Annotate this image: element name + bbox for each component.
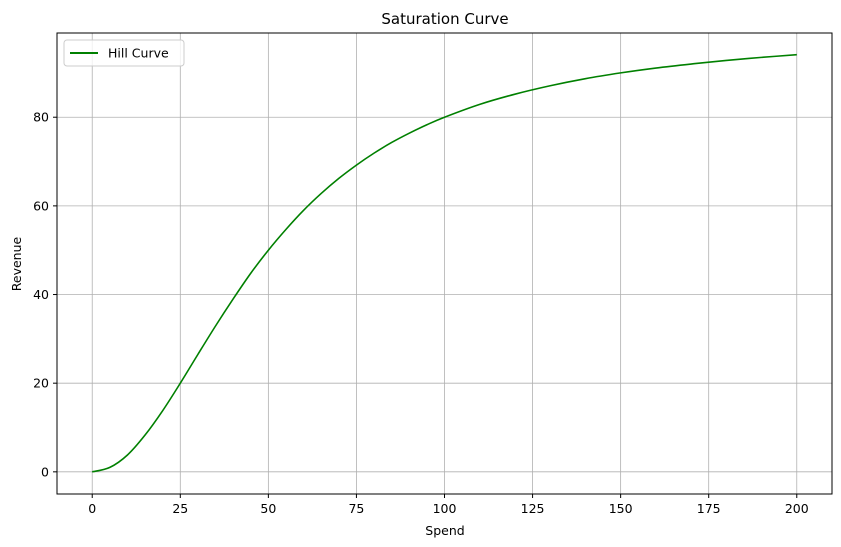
- y-tick-label: 20: [33, 376, 49, 391]
- series-line-0: [92, 53, 797, 473]
- x-tick-label: 200: [785, 501, 809, 516]
- y-tick-label: 40: [33, 287, 49, 302]
- x-axis-ticks: 0 25 50 75 100 125 150 175 200: [88, 494, 809, 516]
- y-tick-label: 80: [33, 110, 49, 125]
- x-tick-label: 125: [521, 501, 545, 516]
- plot-area: [92, 53, 797, 473]
- x-tick-label: 0: [88, 501, 96, 516]
- y-tick-label: 60: [33, 198, 49, 213]
- legend-label: Hill Curve: [108, 46, 169, 61]
- y-axis-title: Revenue: [9, 236, 24, 291]
- x-tick-label: 175: [697, 501, 721, 516]
- chart-title: Saturation Curve: [381, 10, 508, 28]
- x-tick-label: 25: [172, 501, 188, 516]
- x-tick-label: 150: [609, 501, 633, 516]
- y-axis-ticks: 0 20 40 60 80: [33, 110, 57, 479]
- x-tick-label: 50: [260, 501, 276, 516]
- x-axis-title: Spend: [425, 523, 464, 538]
- x-tick-label: 75: [348, 501, 364, 516]
- legend: Hill Curve: [63, 39, 185, 67]
- y-tick-label: 0: [41, 464, 49, 479]
- legend-box: [63, 39, 185, 67]
- x-tick-label: 100: [433, 501, 457, 516]
